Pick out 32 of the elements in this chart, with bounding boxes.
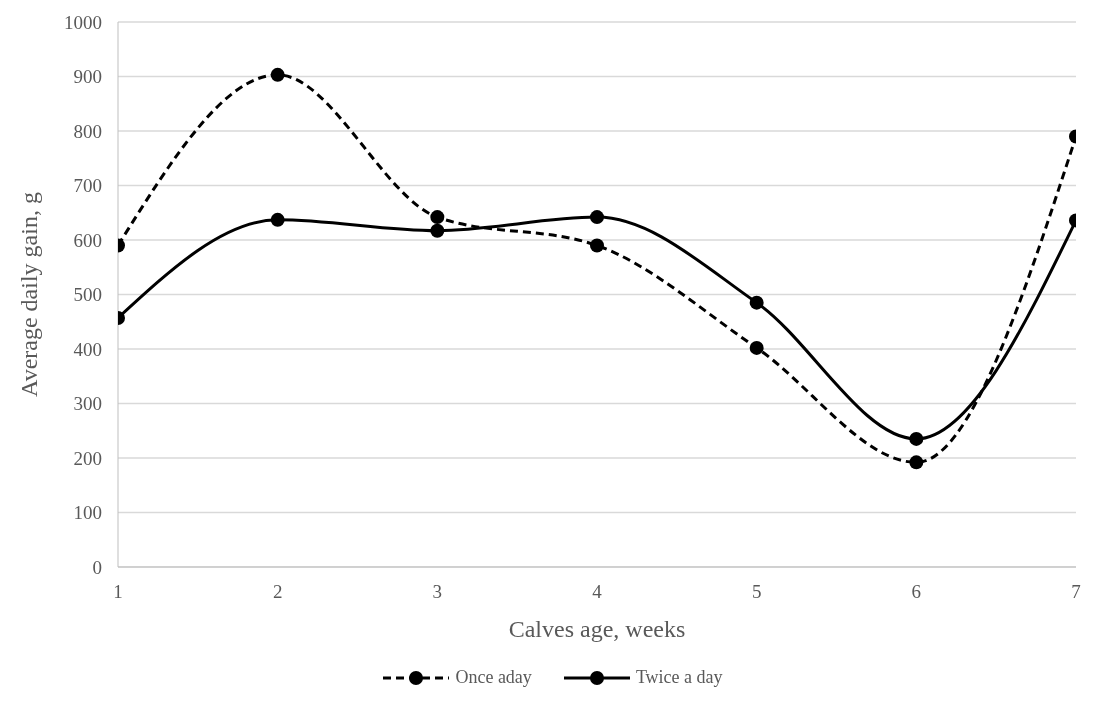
point (909, 455, 924, 470)
y-tick-label: 800 (73, 120, 102, 142)
point (590, 210, 604, 225)
point (909, 431, 924, 446)
y-tick-label: 500 (73, 284, 102, 306)
y-tick-label: 700 (73, 175, 102, 197)
y-tick-label: 100 (73, 502, 102, 524)
y-tick-label: 900 (73, 66, 102, 88)
x-tick-label: 7 (1071, 581, 1081, 603)
x-tick-label: 6 (911, 581, 922, 603)
x-tick-label: 2 (272, 581, 283, 603)
point (430, 223, 445, 238)
point (590, 238, 604, 253)
y-tick-label: 600 (73, 229, 102, 251)
y-tick-label: 1000 (64, 11, 102, 33)
x-tick-label: 1 (113, 581, 123, 603)
y-axis-title: Average daily gain, g (15, 192, 42, 397)
point (749, 295, 764, 310)
y-tick-label: 200 (73, 447, 102, 469)
x-tick-label: 5 (751, 581, 762, 603)
point (430, 210, 445, 225)
legend-label: Twice a day (635, 667, 723, 688)
y-tick-label: 400 (73, 338, 102, 360)
point (749, 340, 764, 355)
legend-label: Once aday (455, 667, 532, 688)
y-tick-label: 0 (92, 556, 102, 578)
point (270, 67, 285, 82)
x-axis-title: Calves age, weeks (508, 616, 686, 642)
x-tick-label: 4 (592, 581, 603, 603)
point (270, 212, 285, 227)
y-tick-label: 300 (73, 393, 102, 415)
x-tick-label: 3 (432, 581, 443, 603)
